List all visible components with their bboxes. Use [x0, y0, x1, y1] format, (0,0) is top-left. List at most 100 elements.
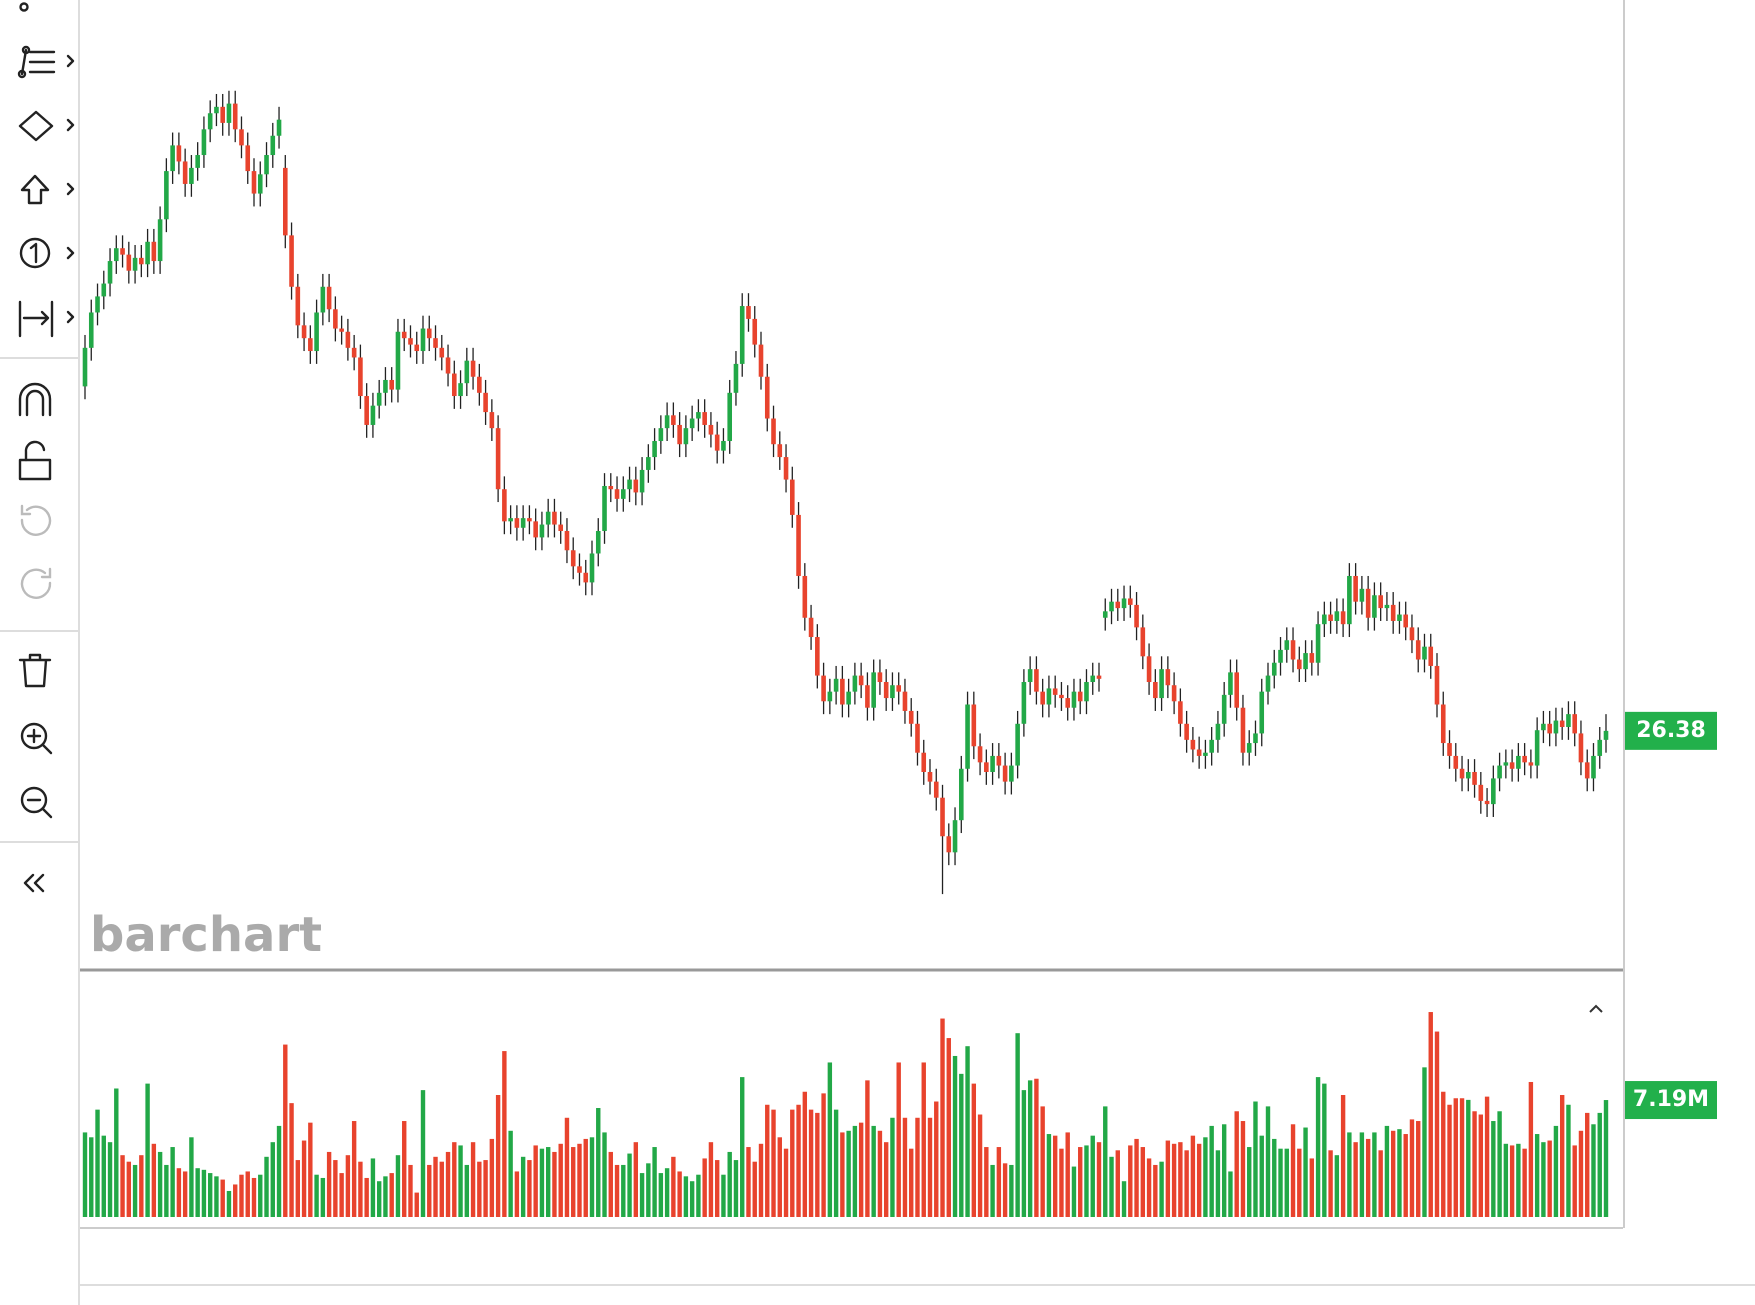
volume-bar: [1090, 1135, 1095, 1217]
volume-bar: [927, 1117, 933, 1217]
candle-body: [1315, 624, 1321, 663]
candle-body: [620, 489, 626, 499]
last-volume-box: [1625, 1081, 1717, 1120]
volume-bar: [1071, 1166, 1077, 1217]
volume-bar: [1397, 1129, 1402, 1217]
volume-bar: [1203, 1137, 1208, 1217]
candle-body: [1021, 682, 1027, 724]
candle-body: [1322, 614, 1327, 625]
volume-bar: [858, 1122, 864, 1217]
candle-body: [376, 392, 382, 406]
candle-body: [1278, 649, 1283, 663]
volume-bar: [1247, 1147, 1252, 1217]
volume-bar: [1303, 1127, 1308, 1217]
candle-body: [514, 518, 520, 528]
candle-body: [189, 167, 194, 184]
volume-bar: [1359, 1132, 1365, 1217]
volume-bar: [195, 1168, 200, 1217]
tool-zoom-out[interactable]: [20, 786, 53, 819]
candle-body: [783, 457, 789, 480]
candle-body: [577, 566, 582, 573]
tool-redo[interactable]: [20, 567, 52, 599]
candle-body: [1597, 739, 1603, 756]
candle-body: [214, 106, 219, 114]
tool-lock[interactable]: [18, 440, 52, 481]
tool-measure[interactable]: [18, 300, 75, 338]
candle-body: [101, 283, 107, 297]
candle-body: [1578, 733, 1584, 763]
volume-bar: [896, 1062, 901, 1217]
candle-body: [364, 396, 369, 425]
tool-collapse[interactable]: [23, 873, 45, 893]
candle-body: [871, 672, 876, 708]
tool-delete[interactable]: [18, 653, 52, 688]
volume-bar: [258, 1174, 263, 1217]
candle-body: [827, 691, 833, 702]
volume-bar: [477, 1161, 482, 1217]
volume-bar: [545, 1147, 551, 1217]
volume-bar: [602, 1132, 607, 1217]
volume-bar: [402, 1121, 407, 1217]
tool-arrow[interactable]: [20, 174, 75, 205]
volume-bar: [790, 1109, 795, 1217]
volume-bar: [489, 1138, 495, 1217]
candle-body: [602, 486, 607, 531]
volume-bar: [1409, 1119, 1415, 1217]
volume-bar: [658, 1173, 664, 1217]
candle-body: [746, 306, 751, 319]
volume-bar: [320, 1177, 326, 1217]
volume-bar: [608, 1151, 613, 1217]
collapse-caret[interactable]: [1589, 1004, 1603, 1013]
candle-body: [489, 412, 495, 429]
candle-body: [796, 514, 801, 576]
volume-bar: [1428, 1012, 1433, 1217]
candle-body: [88, 312, 94, 348]
candle-body: [1415, 640, 1421, 660]
volume-bar: [1484, 1096, 1490, 1217]
tool-trend[interactable]: [17, 45, 75, 79]
candle-body: [1378, 595, 1383, 609]
candle-body: [1221, 694, 1227, 724]
volume-bar: [1103, 1106, 1108, 1217]
volume-bar: [758, 1143, 764, 1217]
volume-bar: [1503, 1143, 1509, 1217]
volume-bar: [358, 1161, 363, 1217]
candle-body: [1034, 669, 1039, 692]
tool-count[interactable]: [19, 237, 75, 269]
volume-bar: [827, 1062, 833, 1217]
tool-magnet[interactable]: [18, 382, 52, 417]
tool-undo[interactable]: [20, 504, 52, 536]
volume-bar: [1015, 1033, 1020, 1217]
volume-bar: [339, 1173, 344, 1217]
candle-body: [752, 318, 758, 345]
candle-body: [1084, 682, 1089, 702]
volume-bar: [270, 1142, 275, 1217]
volume-bar: [345, 1155, 351, 1217]
candle-body: [1553, 720, 1559, 734]
volume-bar: [1453, 1098, 1458, 1217]
volume-bar: [934, 1101, 939, 1217]
tool-shapes[interactable]: [18, 110, 75, 142]
volume-bar: [1009, 1164, 1014, 1217]
candle-body: [639, 469, 645, 493]
volume-bar: [1372, 1132, 1377, 1217]
candle-body: [627, 479, 632, 490]
watermark: barchart: [90, 907, 322, 963]
volume-bar: [840, 1132, 845, 1217]
volume-bar: [233, 1184, 238, 1217]
candle-body: [1253, 733, 1258, 744]
volume-bar: [283, 1044, 288, 1217]
plot: [82, 90, 1609, 1217]
candle-body: [289, 235, 294, 287]
candle-body: [865, 685, 870, 708]
tool-zoom-in[interactable]: [20, 722, 53, 755]
volume-bar: [902, 1117, 908, 1217]
volume-bar: [533, 1145, 538, 1217]
candle-body: [1265, 675, 1271, 692]
candle-body: [139, 257, 144, 265]
candle-body: [132, 257, 138, 271]
candle-body: [1365, 588, 1371, 618]
volume-bar: [959, 1073, 964, 1217]
volume-bar: [1272, 1138, 1277, 1217]
volume-bar: [295, 1160, 301, 1217]
